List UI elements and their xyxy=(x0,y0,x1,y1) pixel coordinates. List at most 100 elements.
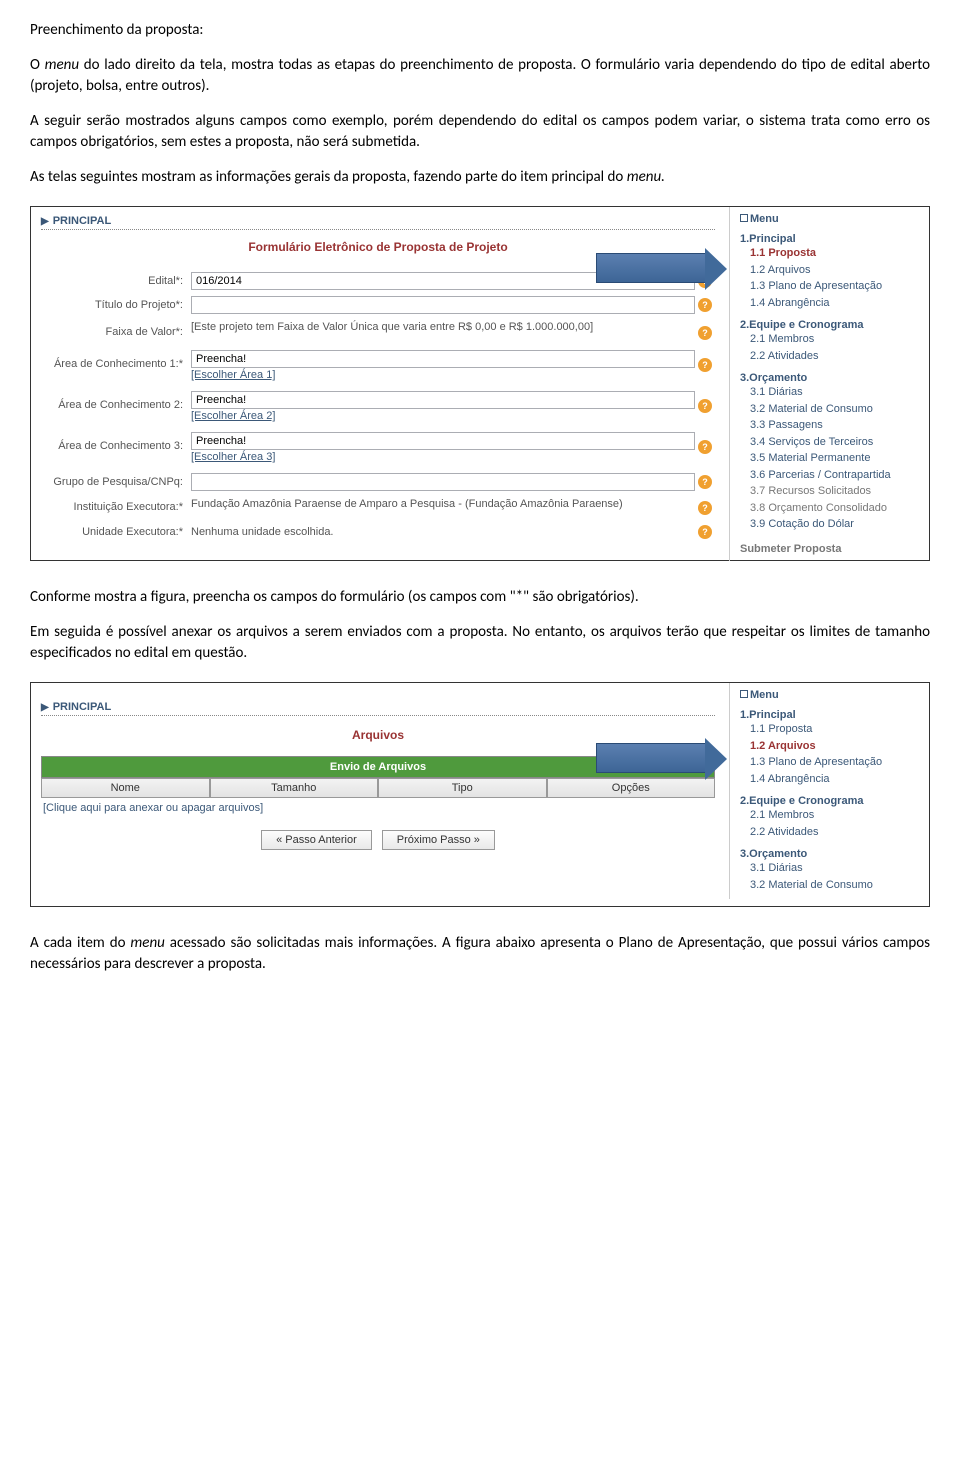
menu-item-atividades[interactable]: 2.2 Atividades xyxy=(740,348,921,365)
input-grupo[interactable] xyxy=(191,473,695,491)
link-area1[interactable]: [Escolher Área 1] xyxy=(191,369,695,381)
th-tamanho: Tamanho xyxy=(210,778,379,798)
text: do lado direito da tela, mostra todas as… xyxy=(30,56,930,95)
label-unid: Unidade Executora:* xyxy=(41,526,191,538)
th-opcoes: Opções xyxy=(547,778,716,798)
attach-link[interactable]: [Clique aqui para anexar ou apagar arqui… xyxy=(41,798,715,818)
menu-item-dolar[interactable]: 3.9 Cotação do Dólar xyxy=(740,516,921,533)
menu-submit[interactable]: Submeter Proposta xyxy=(740,543,921,555)
next-step-button[interactable]: Próximo Passo » xyxy=(382,830,495,850)
section-head-principal: ▶ PRINCIPAL xyxy=(41,215,715,227)
menu-item-consolidado[interactable]: 3.8 Orçamento Consolidado xyxy=(740,500,921,517)
menu-item-permanente[interactable]: 3.5 Material Permanente xyxy=(740,450,921,467)
label-faixa: Faixa de Valor*: xyxy=(41,320,191,338)
menu-item-parcerias[interactable]: 3.6 Parcerias / Contrapartida xyxy=(740,467,921,484)
menu-group-orcamento[interactable]: 3.Orçamento xyxy=(740,848,921,860)
faixa-hint: [Este projeto tem Faixa de Valor Única q… xyxy=(191,320,695,334)
menu-item-diarias[interactable]: 3.1 Diárias xyxy=(740,384,921,401)
link-area2[interactable]: [Escolher Área 2] xyxy=(191,410,695,422)
paragraph-fields: A seguir serão mostrados alguns campos c… xyxy=(30,111,930,153)
paragraph-screens: As telas seguintes mostram as informaçõe… xyxy=(30,167,930,188)
menu-group-principal[interactable]: 1.Principal xyxy=(740,233,921,245)
area3-placeholder xyxy=(191,432,695,450)
chevron-icon: ▶ xyxy=(41,702,49,713)
heading-fill: Preenchimento da proposta: xyxy=(30,20,930,41)
label-inst: Instituição Executora:* xyxy=(41,497,191,513)
help-icon[interactable]: ? xyxy=(698,525,712,539)
area2-placeholder xyxy=(191,391,695,409)
input-titulo[interactable] xyxy=(191,296,695,314)
menu-item-arquivos[interactable]: 1.2 Arquivos xyxy=(740,262,921,279)
divider xyxy=(41,229,715,230)
th-nome: Nome xyxy=(41,778,210,798)
help-icon[interactable]: ? xyxy=(698,358,712,372)
menu-item-servicos[interactable]: 3.4 Serviços de Terceiros xyxy=(740,434,921,451)
help-icon[interactable]: ? xyxy=(698,475,712,489)
area1-placeholder xyxy=(191,350,695,368)
label-edital: Edital*: xyxy=(41,275,191,287)
menu-title: Menu xyxy=(740,213,921,225)
inst-value: Fundação Amazônia Paraense de Amparo a P… xyxy=(191,497,695,511)
section-title: PRINCIPAL xyxy=(53,701,111,713)
text: O xyxy=(30,56,45,74)
menu-item-plano[interactable]: 1.3 Plano de Apresentação xyxy=(740,754,921,771)
input-area2[interactable] xyxy=(191,391,695,409)
menu-item-arquivos[interactable]: 1.2 Arquivos xyxy=(740,738,921,755)
menu-item-consumo[interactable]: 3.2 Material de Consumo xyxy=(740,401,921,418)
menu-item-membros[interactable]: 2.1 Membros xyxy=(740,807,921,824)
link-area3[interactable]: [Escolher Área 3] xyxy=(191,451,695,463)
label-area2: Área de Conhecimento 2: xyxy=(41,391,191,411)
menu-item-proposta[interactable]: 1.1 Proposta xyxy=(740,245,921,262)
menu-box: 1.Principal 1.1 Proposta 1.2 Arquivos 1.… xyxy=(740,233,921,555)
divider xyxy=(41,715,715,716)
paragraph-required: Conforme mostra a figura, preencha os ca… xyxy=(30,587,930,608)
label-area3: Área de Conhecimento 3: xyxy=(41,432,191,452)
label-titulo: Título do Projeto*: xyxy=(41,299,191,311)
text: acessado são solicitadas mais informaçõe… xyxy=(30,934,930,973)
menu-group-equipe[interactable]: 2.Equipe e Cronograma xyxy=(740,795,921,807)
help-icon[interactable]: ? xyxy=(698,326,712,340)
menu-item-plano[interactable]: 1.3 Plano de Apresentação xyxy=(740,278,921,295)
input-area1[interactable] xyxy=(191,350,695,368)
menu-item-recursos[interactable]: 3.7 Recursos Solicitados xyxy=(740,483,921,500)
menu-group-equipe[interactable]: 2.Equipe e Cronograma xyxy=(740,319,921,331)
menu-item-consumo[interactable]: 3.2 Material de Consumo xyxy=(740,877,921,894)
arquivos-title: Arquivos xyxy=(41,728,715,742)
label-grupo: Grupo de Pesquisa/CNPq: xyxy=(41,476,191,488)
chevron-icon: ▶ xyxy=(41,216,49,227)
menu-group-orcamento[interactable]: 3.Orçamento xyxy=(740,372,921,384)
menu-title: Menu xyxy=(740,689,921,701)
help-icon[interactable]: ? xyxy=(698,298,712,312)
section-head-principal: ▶ PRINCIPAL xyxy=(41,701,715,713)
menu-item-membros[interactable]: 2.1 Membros xyxy=(740,331,921,348)
arrow-callout xyxy=(596,253,706,283)
menu-group-principal[interactable]: 1.Principal xyxy=(740,709,921,721)
text: As telas seguintes mostram as informaçõe… xyxy=(30,168,627,186)
table-header: Nome Tamanho Tipo Opções xyxy=(41,778,715,798)
paragraph-attach: Em seguida é possível anexar os arquivos… xyxy=(30,622,930,664)
help-icon[interactable]: ? xyxy=(698,501,712,515)
menu-item-abrangencia[interactable]: 1.4 Abrangência xyxy=(740,295,921,312)
menu-item-diarias[interactable]: 3.1 Diárias xyxy=(740,860,921,877)
menu-item-passagens[interactable]: 3.3 Passagens xyxy=(740,417,921,434)
paragraph-intro: O menu do lado direito da tela, mostra t… xyxy=(30,55,930,97)
text-italic: menu xyxy=(45,56,79,74)
menu-item-atividades[interactable]: 2.2 Atividades xyxy=(740,824,921,841)
paragraph-final: A cada item do menu acessado são solicit… xyxy=(30,933,930,975)
square-icon xyxy=(740,690,748,698)
th-tipo: Tipo xyxy=(378,778,547,798)
menu-item-abrangencia[interactable]: 1.4 Abrangência xyxy=(740,771,921,788)
arrow-callout xyxy=(596,743,706,773)
input-area3[interactable] xyxy=(191,432,695,450)
section-title: PRINCIPAL xyxy=(53,215,111,227)
help-icon[interactable]: ? xyxy=(698,399,712,413)
prev-step-button[interactable]: « Passo Anterior xyxy=(261,830,372,850)
form-title: Formulário Eletrônico de Proposta de Pro… xyxy=(41,240,715,254)
help-icon[interactable]: ? xyxy=(698,440,712,454)
label-area1: Área de Conhecimento 1:* xyxy=(41,350,191,370)
menu-box: 1.Principal 1.1 Proposta 1.2 Arquivos 1.… xyxy=(740,709,921,893)
text-italic: menu. xyxy=(627,168,665,186)
square-icon xyxy=(740,214,748,222)
screenshot-principal-form: ▶ PRINCIPAL Formulário Eletrônico de Pro… xyxy=(30,206,930,561)
menu-item-proposta[interactable]: 1.1 Proposta xyxy=(740,721,921,738)
